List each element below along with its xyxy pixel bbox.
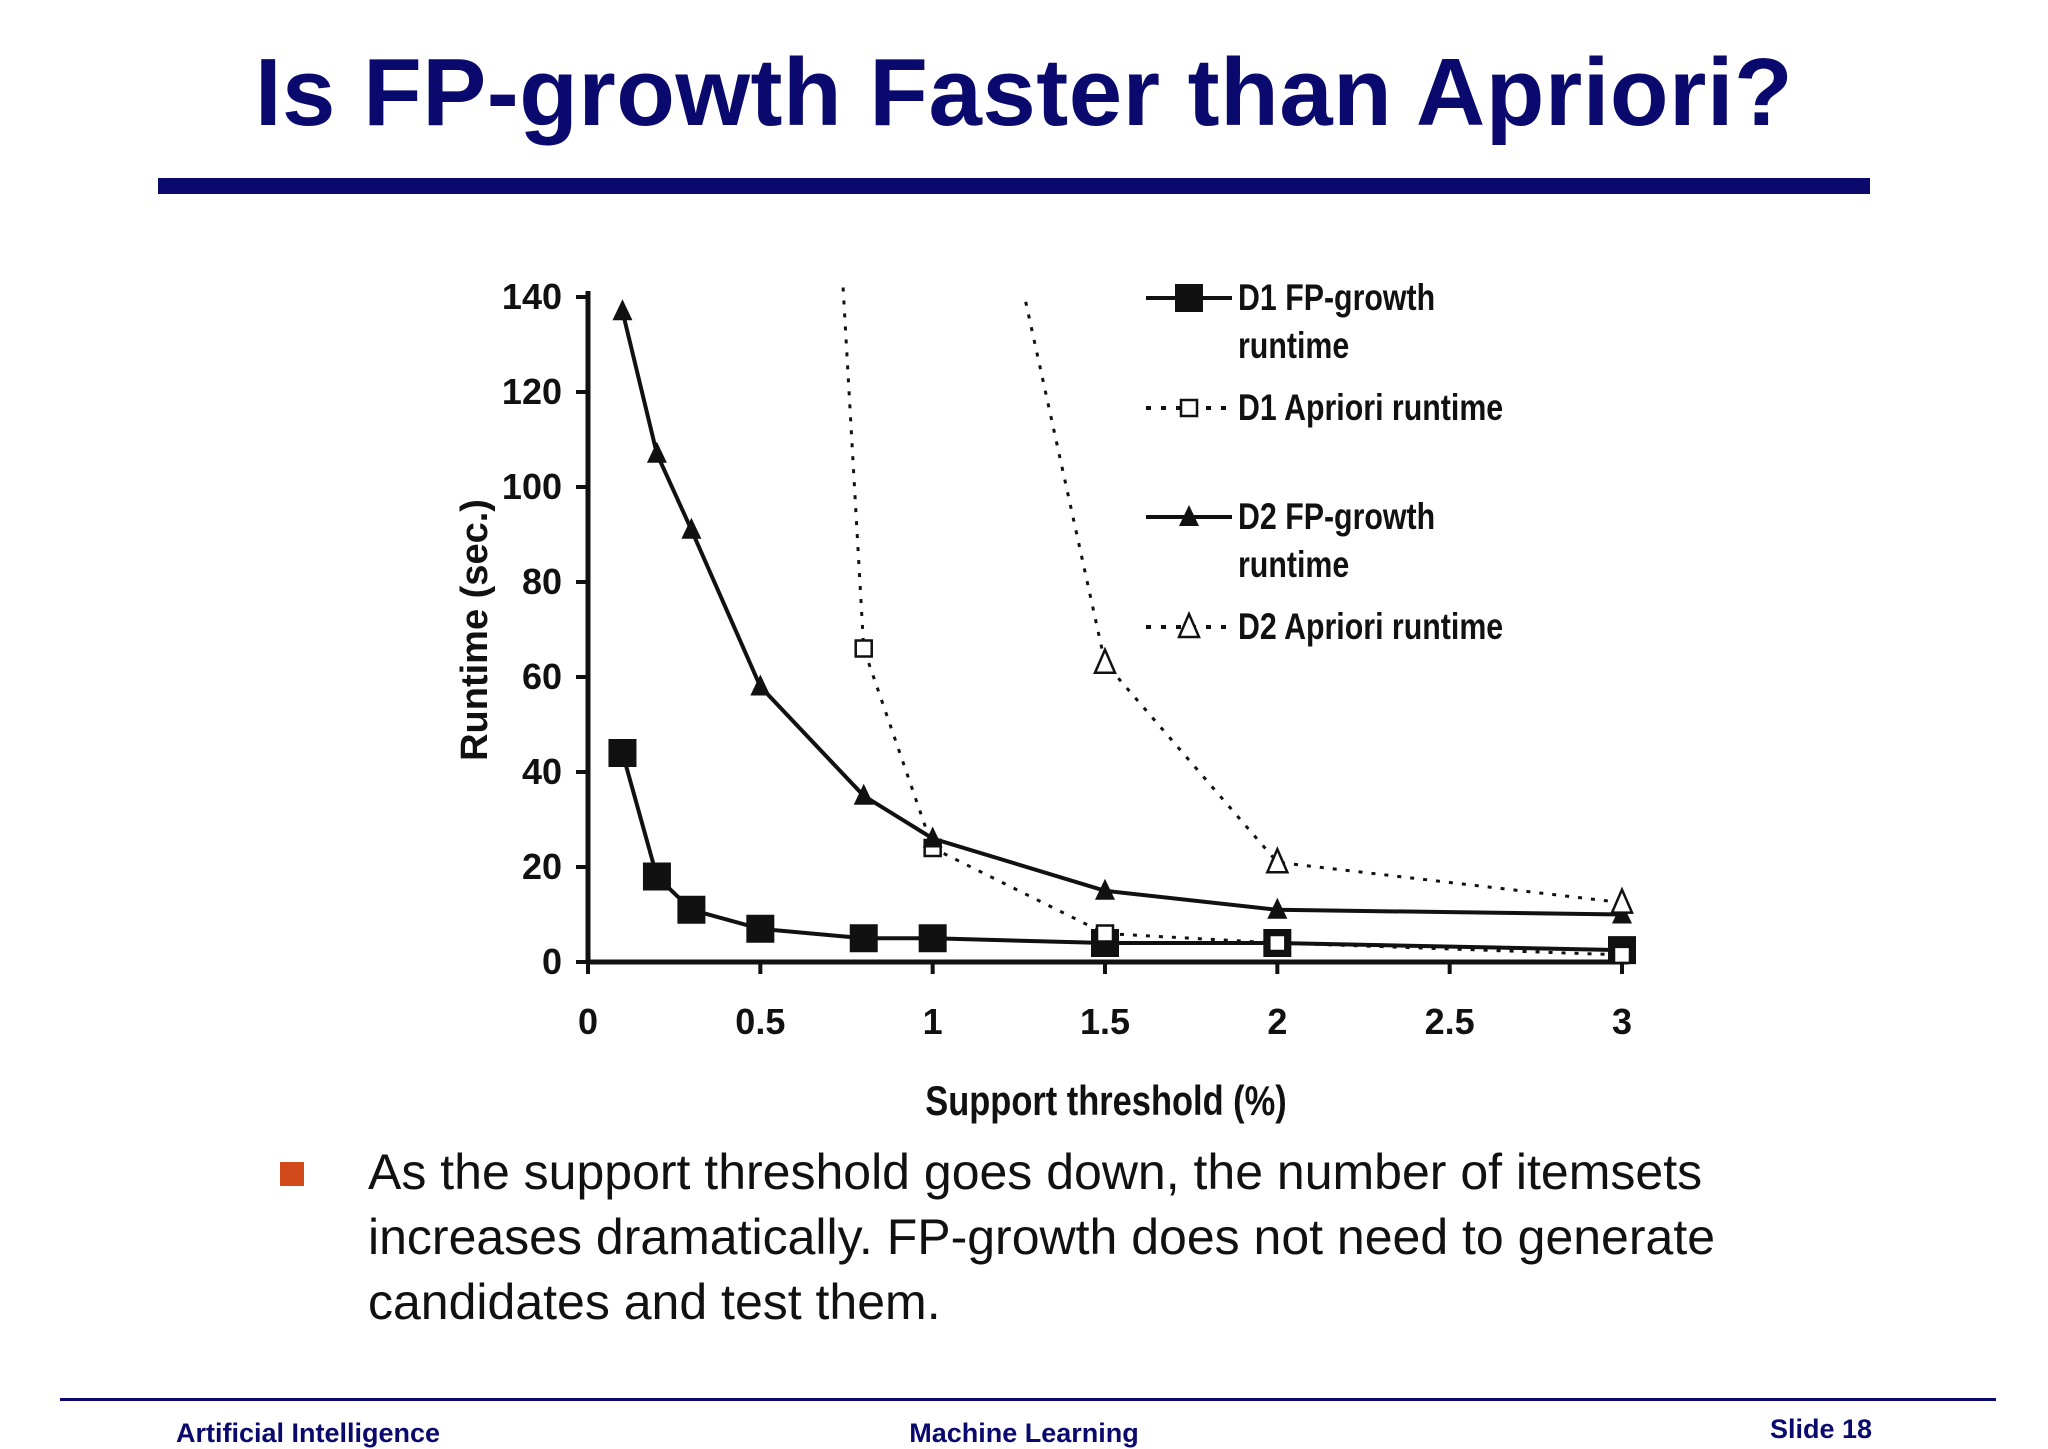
legend-label: D1 Apriori runtime <box>1238 387 1503 429</box>
y-tick-label: 0 <box>542 941 562 982</box>
footer-divider <box>60 1398 1996 1401</box>
data-point-open-square <box>1095 924 1115 943</box>
series-line <box>1024 301 1623 905</box>
bullet-square-icon <box>280 1162 304 1186</box>
legend-item: D1 Apriori runtime <box>1146 387 1503 429</box>
legend-label: D1 FP-growth <box>1238 277 1435 319</box>
bullet-text: As the support threshold goes down, the … <box>368 1144 1716 1330</box>
title-underline <box>158 178 1870 194</box>
chart-series <box>608 287 1636 965</box>
data-point-triangle <box>646 441 667 463</box>
data-point-triangle <box>612 299 633 321</box>
data-point-square <box>1175 284 1203 312</box>
legend-label: D2 FP-growth <box>1238 496 1435 538</box>
series-d1-apriori-runtime <box>841 287 1632 965</box>
y-tick-label: 20 <box>522 846 562 887</box>
data-point-open-triangle <box>1093 646 1117 674</box>
legend-item: D2 FP-growth runtime <box>1146 496 1435 586</box>
data-point-open-triangle <box>1265 846 1290 874</box>
y-tick-label: 80 <box>522 561 562 602</box>
y-tick-label: 40 <box>522 751 562 792</box>
data-point-square <box>642 862 671 891</box>
y-axis-label: Runtime (sec.) <box>454 499 496 761</box>
data-point-open-square <box>1179 398 1199 418</box>
data-point-triangle <box>1179 505 1199 526</box>
y-tick-label: 120 <box>502 371 562 412</box>
data-point-square <box>746 914 775 943</box>
data-point-triangle <box>681 517 702 539</box>
data-point-square <box>849 924 878 953</box>
chart-axes: 0 20 40 60 80 100 120 140 0 0.5 1 1.5 2 2.5 3 <box>502 276 1632 1042</box>
x-tick-label: 0 <box>578 1001 598 1042</box>
slide-title: Is FP-growth Faster than Apriori? <box>254 39 1794 146</box>
data-point-triangle <box>1267 897 1288 919</box>
data-point-triangle <box>750 674 771 696</box>
series-line <box>841 287 1623 957</box>
y-tick-label: 100 <box>502 466 562 507</box>
data-point-triangle <box>1095 878 1115 900</box>
data-point-triangle <box>922 826 943 848</box>
x-tick-label: 2 <box>1267 1001 1287 1042</box>
chart-legend: D1 FP-growth runtime D1 Apriori runtime D2 … <box>1146 277 1503 648</box>
series-d2-fp-growth-runtime <box>612 299 1632 924</box>
x-tick-label: 1.5 <box>1080 1001 1130 1042</box>
y-tick-label: 60 <box>522 656 562 697</box>
data-point-open-square <box>1612 945 1632 965</box>
data-point-triangle <box>853 783 874 805</box>
data-point-open-triangle <box>1177 610 1201 639</box>
legend-label: runtime <box>1238 325 1349 367</box>
series-d2-apriori-runtime <box>1024 301 1634 914</box>
data-point-open-square <box>1268 933 1287 953</box>
footer-course: Artificial Intelligence <box>176 1418 441 1448</box>
data-point-square <box>677 895 706 924</box>
x-tick-label: 1 <box>923 1001 943 1042</box>
x-tick-label: 0.5 <box>735 1001 785 1042</box>
footer-slide-number: Slide 18 <box>1769 1414 1872 1444</box>
footer-topic: Machine Learning <box>909 1418 1139 1448</box>
x-tick-label: 3 <box>1612 1001 1632 1042</box>
data-point-open-triangle <box>1610 886 1634 914</box>
data-point-open-square <box>854 639 873 658</box>
y-tick-label: 140 <box>502 276 562 317</box>
x-tick-label: 2.5 <box>1425 1001 1475 1042</box>
legend-item: D1 FP-growth runtime <box>1146 277 1435 367</box>
legend-label: D2 Apriori runtime <box>1238 606 1503 648</box>
data-point-square <box>608 739 637 767</box>
x-axis-label: Support threshold (%) <box>925 1078 1286 1125</box>
series-d1-fp-growth-runtime <box>608 739 1636 965</box>
data-point-square <box>918 924 947 953</box>
legend-label: runtime <box>1238 544 1349 586</box>
legend-item: D2 Apriori runtime <box>1146 606 1503 648</box>
